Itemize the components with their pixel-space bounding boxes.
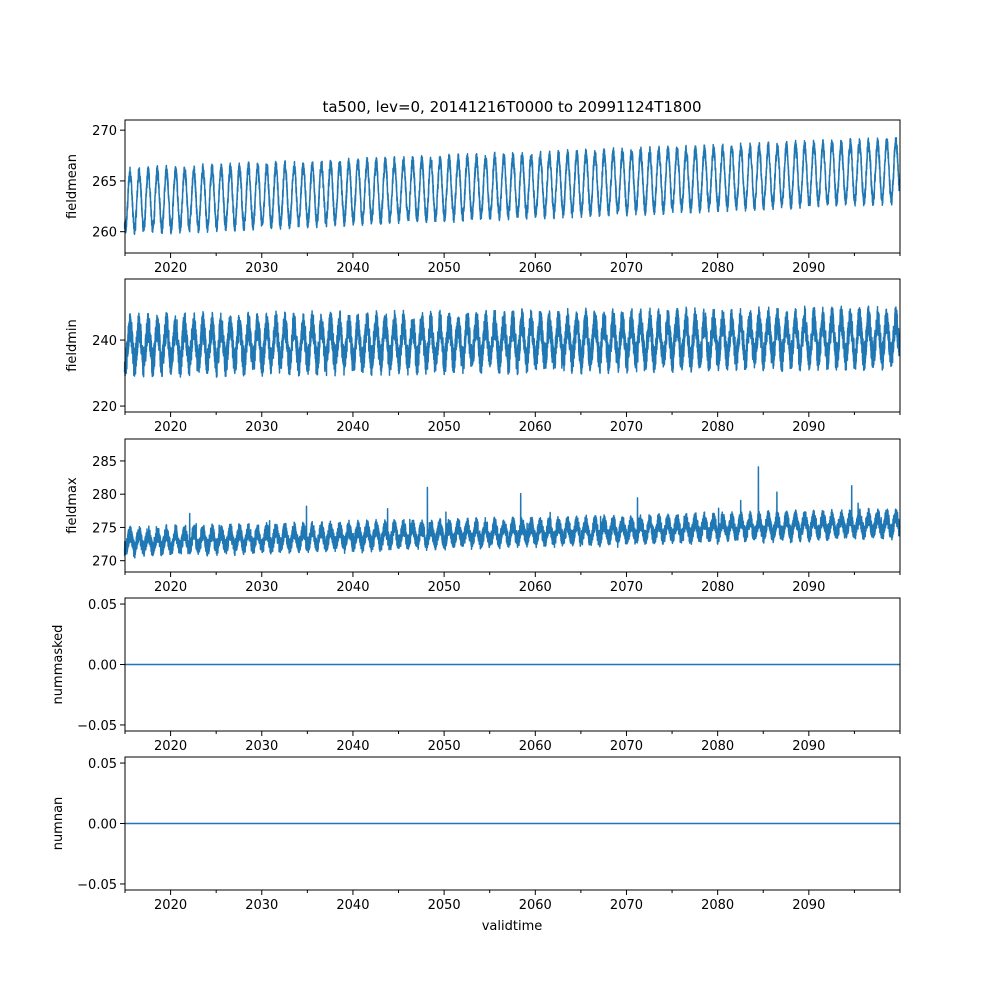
y-tick-label: 265 xyxy=(92,175,117,190)
x-tick-label: 2080 xyxy=(701,739,734,754)
y-tick-label: −0.05 xyxy=(77,719,117,734)
data-line-fieldmean xyxy=(123,137,900,236)
panel-numnan: 2020 2030 2040 2050 2060 2070 2080 2090 −0.05 0.0… xyxy=(51,756,901,913)
y-tick-label: 285 xyxy=(92,455,117,470)
y-tick-label: 270 xyxy=(92,124,117,139)
panel-nummasked: 2020 2030 2040 2050 2060 2070 2080 2090 −0.05 0.0… xyxy=(51,597,901,754)
data-line-fieldmax xyxy=(123,466,900,559)
y-axis-label: fieldmean xyxy=(65,154,80,219)
x-tick-label: 2080 xyxy=(701,420,734,435)
axes-frame xyxy=(124,438,901,573)
y-tick-label: 275 xyxy=(92,521,117,536)
x-tick-label: 2090 xyxy=(792,739,825,754)
x-tick-label: 2040 xyxy=(336,580,369,595)
x-tick-label: 2070 xyxy=(610,898,643,913)
axes-frame xyxy=(124,119,901,254)
x-tick-label: 2090 xyxy=(792,898,825,913)
x-tick-label: 2030 xyxy=(245,898,278,913)
y-axis-label: nummasked xyxy=(51,625,66,705)
x-tick-label: 2020 xyxy=(154,420,187,435)
y-tick-label: 260 xyxy=(92,226,117,241)
x-tick-label: 2060 xyxy=(519,420,552,435)
x-tick-label: 2090 xyxy=(792,580,825,595)
x-tick-label: 2030 xyxy=(245,739,278,754)
y-tick-label: −0.05 xyxy=(77,878,117,893)
y-tick-label: 280 xyxy=(92,488,117,503)
y-tick-label: 0.00 xyxy=(88,659,117,674)
x-tick-label: 2040 xyxy=(336,898,369,913)
y-tick-label: 0.05 xyxy=(88,757,117,772)
x-tick-label: 2070 xyxy=(610,739,643,754)
x-tick-label: 2040 xyxy=(336,739,369,754)
y-tick-label: 270 xyxy=(92,555,117,570)
x-tick-label: 2050 xyxy=(428,898,461,913)
y-axis-label: fieldmax xyxy=(65,477,80,534)
y-tick-label: 240 xyxy=(92,334,117,349)
axes-frame xyxy=(124,278,901,413)
x-tick-label: 2050 xyxy=(428,261,461,276)
y-tick-label: 0.00 xyxy=(88,818,117,833)
panel-fieldmean: 2020 2030 2040 2050 2060 2070 2080 2090 260 265 27… xyxy=(65,119,901,276)
data-line-fieldmin xyxy=(123,305,900,378)
x-tick-label: 2080 xyxy=(701,261,734,276)
y-axis-label: fieldmin xyxy=(65,319,80,372)
x-tick-label: 2060 xyxy=(519,261,552,276)
x-tick-label: 2020 xyxy=(154,261,187,276)
y-tick-label: 0.05 xyxy=(88,598,117,613)
x-tick-label: 2030 xyxy=(245,420,278,435)
x-tick-label: 2070 xyxy=(610,261,643,276)
x-tick-label: 2050 xyxy=(428,580,461,595)
x-tick-label: 2060 xyxy=(519,580,552,595)
x-axis-label: validtime xyxy=(482,919,543,934)
x-tick-label: 2030 xyxy=(245,580,278,595)
x-tick-label: 2020 xyxy=(154,580,187,595)
y-axis-label: numnan xyxy=(51,797,66,851)
panel-fieldmax: 2020 2030 2040 2050 2060 2070 2080 2090 270 275 28… xyxy=(65,438,901,595)
y-tick-label: 220 xyxy=(92,400,117,415)
panel-fieldmin: 2020 2030 2040 2050 2060 2070 2080 2090 220 240 fi… xyxy=(65,278,901,435)
x-tick-label: 2090 xyxy=(792,261,825,276)
x-tick-label: 2070 xyxy=(610,420,643,435)
x-tick-label: 2020 xyxy=(154,739,187,754)
x-tick-label: 2080 xyxy=(701,898,734,913)
x-tick-label: 2090 xyxy=(792,420,825,435)
x-tick-label: 2030 xyxy=(245,261,278,276)
x-tick-label: 2040 xyxy=(336,261,369,276)
x-tick-label: 2060 xyxy=(519,898,552,913)
chart-title: ta500, lev=0, 20141216T0000 to 20991124T… xyxy=(322,98,701,116)
x-tick-label: 2050 xyxy=(428,739,461,754)
x-tick-label: 2060 xyxy=(519,739,552,754)
x-tick-label: 2050 xyxy=(428,420,461,435)
x-tick-label: 2040 xyxy=(336,420,369,435)
x-tick-label: 2080 xyxy=(701,580,734,595)
x-tick-label: 2020 xyxy=(154,898,187,913)
x-tick-label: 2070 xyxy=(610,580,643,595)
